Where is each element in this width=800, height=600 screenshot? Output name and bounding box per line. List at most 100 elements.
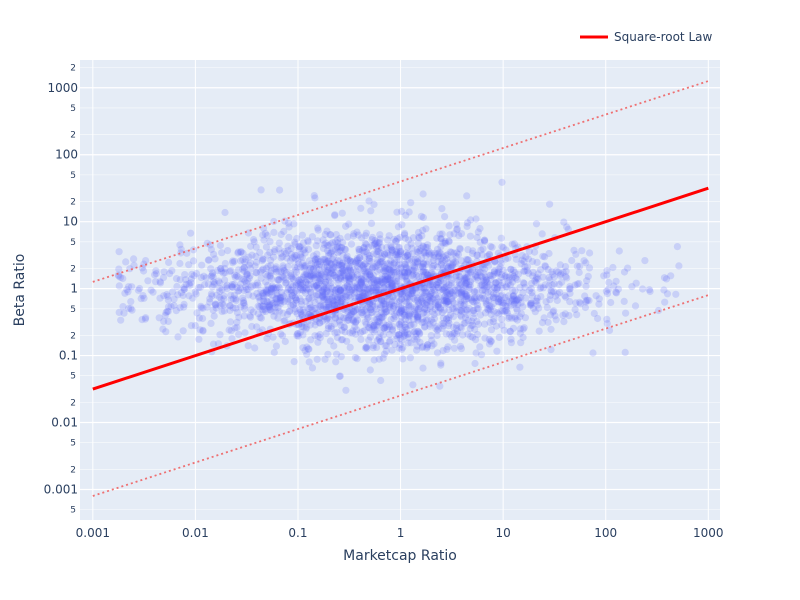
- scatter-point: [485, 251, 493, 259]
- scatter-point: [210, 280, 218, 288]
- x-axis-title: Marketcap Ratio: [343, 548, 457, 564]
- scatter-point: [363, 269, 371, 277]
- y-tick-label-minor: 2: [70, 64, 76, 74]
- scatter-point: [495, 333, 503, 341]
- scatter-point: [348, 307, 356, 316]
- scatter-point: [419, 190, 427, 198]
- scatter-point: [289, 301, 297, 309]
- scatter-point: [296, 306, 304, 314]
- scatter-point: [248, 251, 256, 259]
- scatter-point: [433, 234, 441, 242]
- scatter-point: [361, 318, 369, 326]
- scatter-point: [342, 386, 350, 394]
- scatter-point: [117, 273, 125, 281]
- scatter-point: [125, 304, 133, 312]
- scatter-point: [234, 273, 242, 281]
- scatter-point: [429, 281, 437, 289]
- scatter-point: [339, 268, 347, 277]
- scatter-point: [397, 313, 406, 321]
- scatter-point: [508, 274, 516, 282]
- scatter-point: [347, 287, 355, 295]
- scatter-point: [492, 279, 500, 287]
- scatter-point: [431, 291, 440, 299]
- scatter-point: [449, 297, 457, 305]
- scatter-point: [462, 293, 470, 301]
- scatter-point: [442, 300, 450, 308]
- scatter-point: [313, 355, 321, 363]
- scatter-point: [344, 273, 352, 281]
- scatter-point: [206, 295, 214, 303]
- scatter-point: [304, 345, 312, 353]
- scatter-point: [432, 325, 440, 333]
- scatter-point: [363, 275, 371, 283]
- scatter-point: [380, 250, 389, 258]
- scatter-point: [480, 269, 488, 277]
- y-tick-label-minor: 5: [70, 439, 76, 449]
- scatter-point: [641, 257, 649, 265]
- scatter-point: [270, 348, 278, 357]
- legend[interactable]: Square-root Law: [580, 30, 712, 44]
- scatter-point: [612, 277, 620, 285]
- scatter-point: [404, 330, 412, 338]
- scatter-point: [336, 292, 344, 300]
- scatter-point: [234, 266, 243, 274]
- scatter-point: [259, 292, 268, 301]
- scatter-point: [384, 273, 392, 281]
- scatter-point: [382, 321, 390, 330]
- scatter-point: [350, 317, 358, 325]
- scatter-point: [275, 276, 283, 284]
- scatter-point: [430, 253, 438, 261]
- scatter-point: [412, 330, 420, 338]
- scatter-point: [502, 246, 510, 254]
- scatter-point: [407, 255, 415, 263]
- scatter-point: [520, 324, 528, 332]
- scatter-point: [248, 322, 256, 331]
- scatter-point: [538, 319, 547, 327]
- scatter-point: [152, 270, 160, 278]
- scatter-point: [315, 275, 323, 283]
- scatter-point: [334, 298, 342, 306]
- scatter-point: [311, 194, 319, 202]
- scatter-point: [226, 302, 234, 310]
- scatter-point: [439, 347, 447, 355]
- scatter-point: [441, 297, 449, 305]
- scatter-point: [448, 289, 456, 297]
- scatter-point: [208, 292, 216, 300]
- scatter-point: [416, 263, 425, 271]
- scatter-point: [216, 241, 224, 250]
- scatter-point: [296, 294, 304, 303]
- scatter-point: [297, 263, 305, 271]
- scatter-point: [513, 275, 521, 284]
- scatter-point: [564, 225, 572, 233]
- scatter-point: [374, 260, 383, 269]
- scatter-point: [272, 285, 280, 293]
- scatter-point: [462, 274, 470, 283]
- scatter-point: [387, 267, 395, 275]
- scatter-point: [336, 287, 344, 295]
- scatter-point: [276, 294, 284, 303]
- scatter-point: [464, 246, 472, 254]
- scatter-point: [189, 294, 197, 302]
- scatter-point: [241, 258, 249, 266]
- y-tick-label-minor: 2: [70, 198, 76, 208]
- scatter-point: [422, 284, 430, 292]
- scatter-point: [265, 303, 273, 311]
- scatter-point: [266, 238, 274, 246]
- scatter-point: [582, 259, 590, 267]
- scatter-point: [406, 310, 414, 318]
- scatter-point: [379, 331, 387, 339]
- scatter-point: [386, 251, 394, 259]
- scatter-point: [246, 313, 255, 321]
- scatter-point: [412, 289, 421, 297]
- scatter-point: [431, 305, 439, 313]
- scatter-point: [421, 268, 429, 277]
- scatter-point: [310, 265, 318, 273]
- scatter-point: [284, 263, 292, 271]
- scatter-point: [437, 359, 445, 367]
- scatter-point: [589, 349, 597, 357]
- scatter-point: [499, 244, 507, 252]
- scatter-point: [235, 330, 243, 338]
- scatter-point: [287, 286, 295, 294]
- scatter-point: [252, 252, 260, 260]
- scatter-point: [325, 303, 334, 311]
